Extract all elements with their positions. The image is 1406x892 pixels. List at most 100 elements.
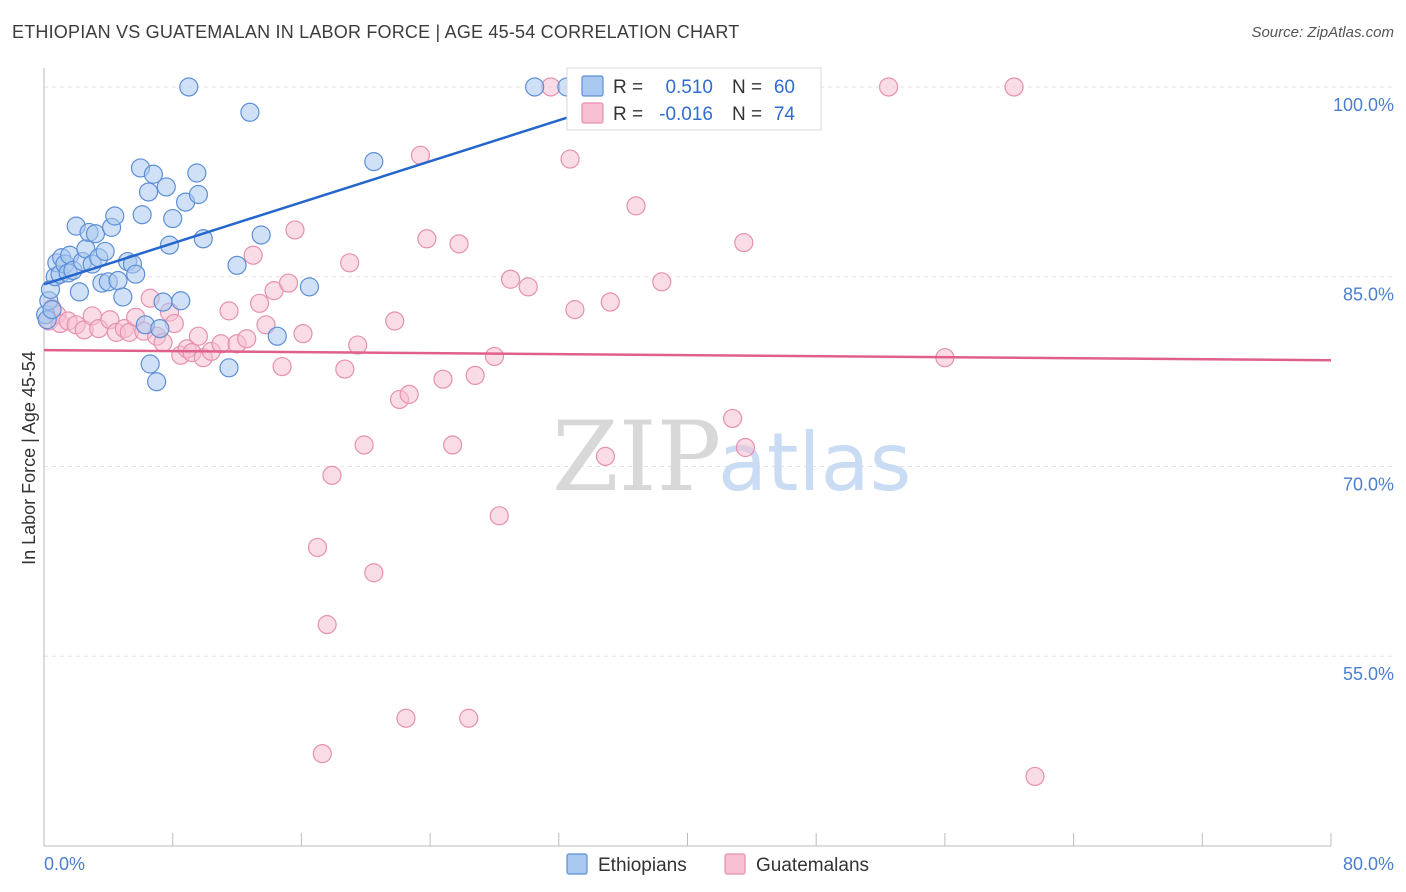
ethiopians-point [108, 270, 128, 291]
guatemalans-point [459, 708, 479, 728]
ethiopians-point [163, 208, 183, 229]
guatemalans-point [340, 253, 360, 273]
guatemalans-point [278, 273, 299, 293]
grid-lines [44, 86, 1392, 657]
guatemalans-point [399, 384, 419, 404]
ethiopians-point [126, 264, 146, 284]
ethiopians-point [179, 77, 199, 97]
ethiopians-point [267, 326, 287, 346]
guatemalans-trend-line [43, 348, 1332, 362]
guatemalans-point [211, 334, 231, 354]
guatemalans-point [484, 346, 505, 367]
ethiopians-point [156, 177, 176, 197]
legend-n-label-guatemalans: N = [732, 104, 762, 125]
ethiopians-point [299, 277, 320, 297]
ethiopians-point [69, 282, 89, 302]
guatemalans-point [285, 220, 305, 240]
guatemalans-point [348, 335, 368, 355]
y-axis-label: In Labor Force | Age 45-54 [19, 351, 39, 565]
legend-r-label-ethiopians: R = [613, 77, 643, 98]
guatemalans-point [449, 234, 469, 254]
guatemalans-point [293, 324, 313, 344]
guatemalans-point [249, 293, 270, 313]
guatemalans-point [256, 315, 276, 335]
ethiopians-point [138, 182, 159, 202]
bottom-legend: Ethiopians Guatemalans [566, 853, 869, 876]
legend-n-value-guatemalans: 74 [774, 104, 796, 125]
guatemalans-point [443, 435, 463, 455]
ethiopians-point [364, 152, 384, 172]
guatemalans-point [272, 356, 292, 377]
guatemalans-point [396, 708, 416, 728]
ethiopians-point [187, 163, 207, 183]
bottom-legend-ethiopians: Ethiopians [598, 855, 687, 876]
legend-r-value-ethiopians: 0.510 [665, 77, 713, 98]
legend-n-label-ethiopians: N = [732, 77, 762, 98]
guatemalans-point [600, 292, 620, 312]
ethiopians-point [105, 206, 125, 226]
ethiopians-point [525, 77, 545, 97]
ethiopians-point [95, 241, 115, 262]
legend-r-value-guatemalans: -0.016 [659, 104, 713, 125]
y-tick-label: 70.0% [1343, 474, 1394, 494]
guatemalans-point [335, 359, 355, 379]
guatemalans-point [465, 365, 485, 386]
ethiopians-point [150, 318, 170, 339]
ethiopians-point [251, 225, 271, 245]
guatemalans-point [243, 245, 263, 265]
watermark-atlas: atlas [718, 416, 911, 509]
y-tick-label: 55.0% [1343, 664, 1394, 684]
legend-n-value-ethiopians: 60 [774, 77, 795, 98]
ethiopians-point [219, 358, 239, 378]
x-axis-ticks [43, 833, 1332, 846]
guatemalans-point [565, 300, 585, 320]
guatemalans-point [878, 77, 899, 97]
ethiopians-point [153, 292, 173, 312]
source-credit: Source: ZipAtlas.com [1251, 24, 1394, 41]
legend-r-label-guatemalans: R = [613, 104, 643, 125]
guatemalans-point [734, 232, 754, 253]
guatemalans-point [433, 369, 453, 389]
ethiopians-points [36, 77, 617, 392]
ethiopians-point [143, 164, 163, 184]
legend-box: R = 0.510 N = 60 R = -0.016 N = 74 [566, 67, 822, 131]
legend-swatch-guatemalans [581, 102, 604, 124]
y-tick-label: 85.0% [1343, 285, 1394, 305]
ethiopians-point [85, 224, 106, 244]
guatemalans-point [652, 272, 672, 292]
watermark-zip: ZIP [552, 401, 721, 513]
guatemalans-point [312, 744, 332, 764]
legend-swatch-ethiopians [581, 75, 604, 97]
ethiopians-point [240, 102, 260, 122]
guatemalans-point [322, 465, 342, 485]
guatemalans-point [1004, 77, 1024, 97]
y-tick-label: 100.0% [1333, 95, 1394, 115]
guatemalans-point [364, 563, 384, 583]
guatemalans-point [317, 615, 337, 635]
bottom-legend-guatemalans: Guatemalans [756, 855, 869, 876]
trend-lines [43, 85, 1332, 362]
guatemalans-point [722, 408, 743, 429]
ethiopians-point [171, 291, 191, 311]
ethiopians-trend-line [43, 85, 664, 286]
guatemalans-point [385, 311, 405, 331]
legend-frame [566, 67, 822, 131]
guatemalans-point [626, 196, 646, 216]
guatemalans-point [219, 301, 239, 321]
guatemalans-point [500, 269, 521, 289]
ethiopians-point [140, 354, 160, 374]
y-axis-tick-labels: 55.0% 70.0% 85.0% 100.0% [1333, 95, 1394, 684]
ethiopians-point [132, 205, 152, 225]
guatemalans-point [518, 277, 538, 297]
guatemalans-point [417, 229, 437, 249]
chart-title: ETHIOPIAN VS GUATEMALAN IN LABOR FORCE |… [12, 22, 740, 42]
guatemalans-point [595, 446, 616, 466]
guatemalans-point [237, 329, 257, 349]
guatemalans-point [354, 435, 374, 455]
bottom-legend-swatch-ethiopians [566, 853, 588, 875]
guatemalans-point [489, 506, 509, 526]
guatemalans-point [1025, 766, 1045, 787]
ethiopians-point [227, 255, 247, 275]
x-tick-label-min: 0.0% [44, 854, 85, 874]
